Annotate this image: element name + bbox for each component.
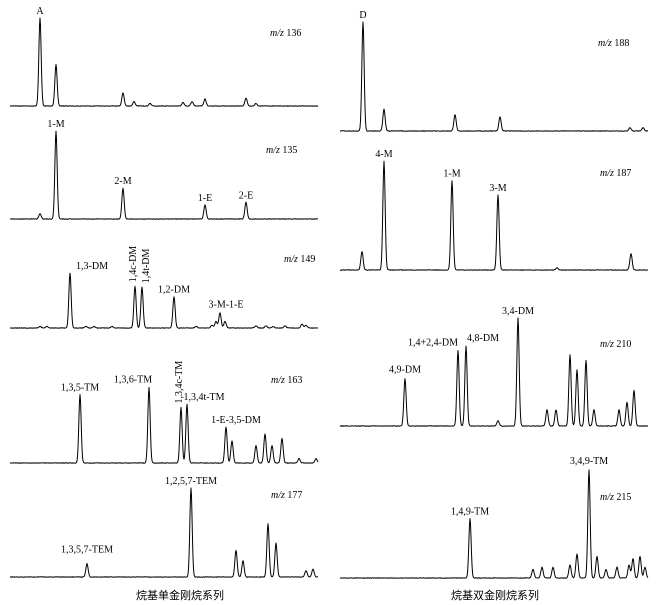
peak-label: 2-E xyxy=(239,190,253,201)
chromatogram-panels: m/z 136 Am/z 135 1-M 2-M 1-E 2-E m/z 149 1,3-DM… xyxy=(9,6,649,579)
mz-label: m/z 149 xyxy=(284,254,315,265)
peak-label: 1,3-DM xyxy=(76,261,108,272)
chromatogram-panel-mz-136: m/z 136 A xyxy=(9,6,319,107)
trace-line-mz-136 xyxy=(9,17,319,107)
trace-line-mz-177 xyxy=(9,487,319,578)
peak-label: 1,3,5-TM xyxy=(61,382,99,393)
chromatogram-panel-mz-177: m/z 177 1,3,5,7-TEM 1,2,5,7-TEM xyxy=(9,476,319,578)
chromatogram-panel-mz-135: m/z 135 1-M 2-M 1-E 2-E xyxy=(9,119,318,220)
peak-label: 1,3,4c-TM xyxy=(174,361,185,404)
peak-label: 1,4t-DM xyxy=(141,248,152,283)
chromatogram-panel-mz-210: m/z 210 4,9-DM 1,4+2,4-DM 4,8-DM 3,4-DM xyxy=(339,306,649,427)
mz-label: m/z 215 xyxy=(600,492,631,503)
mz-label: m/z 187 xyxy=(600,168,631,179)
peak-label: 1,2-DM xyxy=(158,285,190,296)
peak-label: 4,9-DM xyxy=(389,364,421,375)
right-column-caption: 烷基双金刚烷系列 xyxy=(451,588,539,602)
peak-label: 1,4+2,4-DM xyxy=(408,337,458,348)
trace-line-mz-163 xyxy=(9,386,319,464)
peak-label: 3-M-1-E xyxy=(209,300,244,311)
peak-label: 3-M xyxy=(489,183,506,194)
mz-label: m/z 163 xyxy=(271,375,302,386)
peak-label: 1-E xyxy=(198,193,212,204)
chromatogram-panel-mz-215: m/z 215 1,4,9-TM 3,4,9-TM xyxy=(339,456,649,579)
peak-label: 1,2,5,7-TEM xyxy=(165,476,217,487)
peak-label: D xyxy=(359,10,366,21)
trace-line-mz-187 xyxy=(340,160,649,271)
chromatogram-panel-mz-187: m/z 187 4-M 1-M 3-M xyxy=(340,149,649,271)
peak-label: 1,3,5,7-TEM xyxy=(61,545,113,556)
peak-label: A xyxy=(36,6,44,17)
peak-label: 4-M xyxy=(375,149,392,160)
trace-line-mz-210 xyxy=(339,317,649,427)
chromatogram-panel-mz-149: m/z 149 1,3-DM 1,4c-DM 1,4t-DM 1,2-DM 3-M-1-E xyxy=(9,246,318,329)
mz-label: m/z 188 xyxy=(598,38,629,49)
mz-label: m/z 135 xyxy=(266,145,297,156)
peak-label: 1,4,9-TM xyxy=(451,507,489,518)
peak-label: 3,4,9-TM xyxy=(570,456,608,467)
peak-label: 4,8-DM xyxy=(467,333,499,344)
peak-label: 2-M xyxy=(114,176,131,187)
trace-line-mz-149 xyxy=(9,272,318,329)
peak-label: 3,4-DM xyxy=(502,306,534,317)
mz-label: m/z 210 xyxy=(600,339,631,350)
trace-line-mz-135 xyxy=(9,130,318,220)
peak-label: 1,4c-DM xyxy=(128,246,139,282)
chromatogram-panel-mz-163: m/z 163 1,3,5-TM 1,3,6-TM 1,3,4c-TM1,3,4t-T… xyxy=(9,361,319,464)
peak-label: 1-E-3,5-DM xyxy=(211,415,261,426)
peak-label: 1-M xyxy=(443,169,460,180)
trace-line-mz-215 xyxy=(339,469,649,579)
mz-label: m/z 177 xyxy=(271,490,302,501)
left-column-caption: 烷基单金刚烷系列 xyxy=(136,588,224,602)
trace-line-mz-188 xyxy=(340,21,649,132)
mz-label: m/z 136 xyxy=(270,28,301,39)
peak-label: 1,3,4t-TM xyxy=(183,392,224,403)
peak-label: 1,3,6-TM xyxy=(114,374,152,385)
chromatogram-panel-mz-188: m/z 188 D xyxy=(340,10,649,132)
peak-label: 1-M xyxy=(47,119,64,130)
